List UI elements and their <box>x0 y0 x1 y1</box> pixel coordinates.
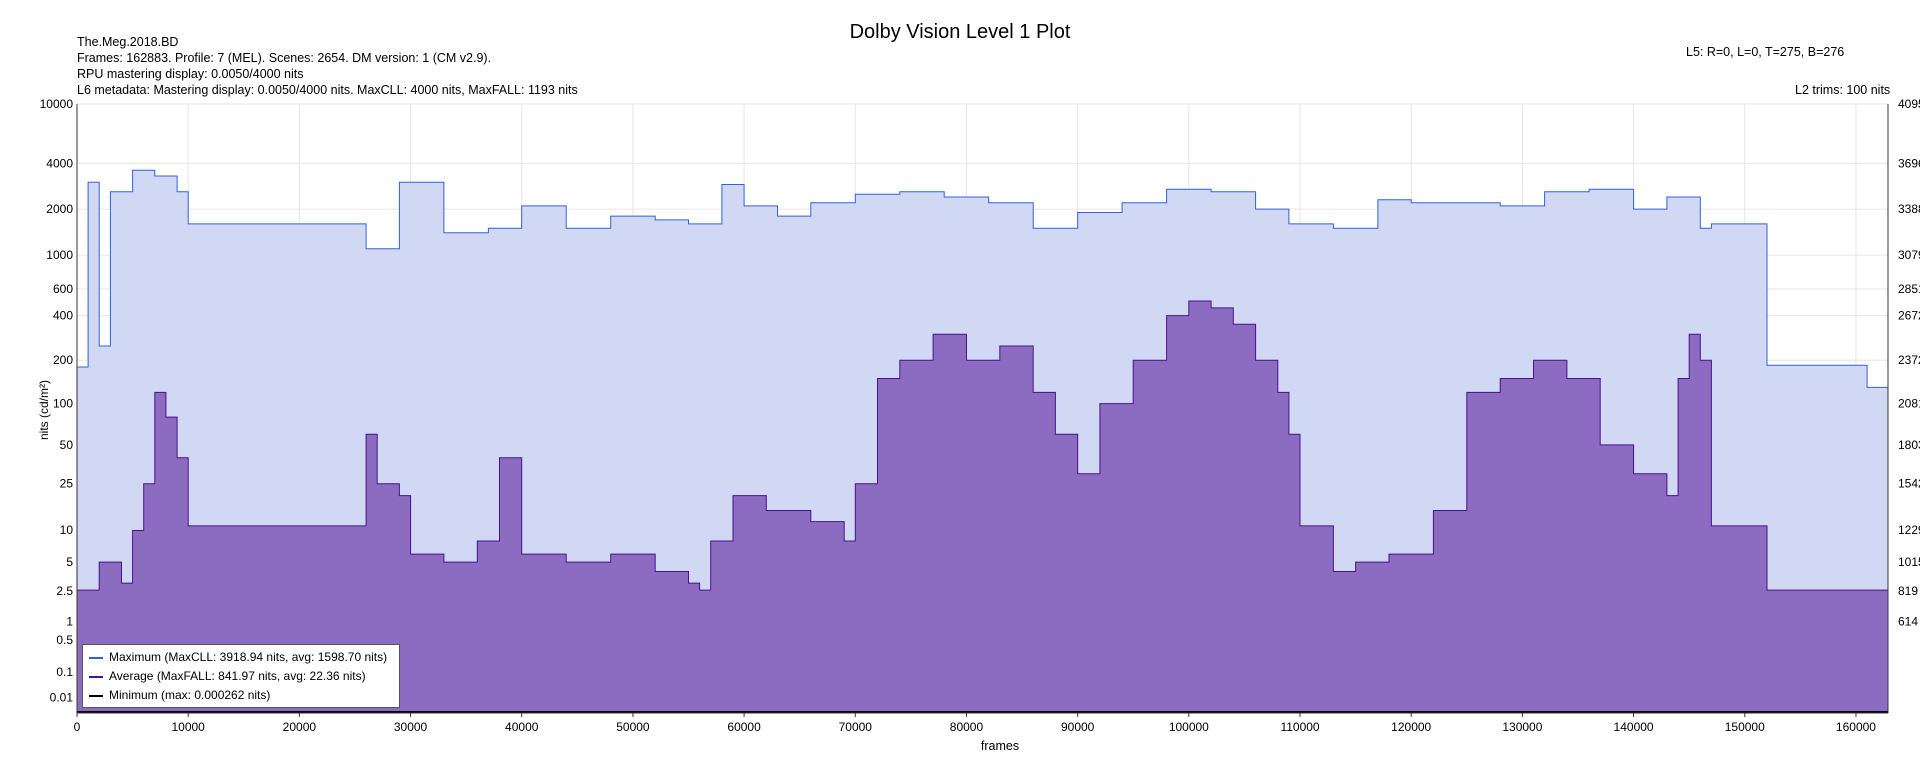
legend-label-avg: Average (MaxFALL: 841.97 nits, avg: 22.3… <box>109 669 366 683</box>
y-tick-label: 1 <box>66 615 73 629</box>
legend-item-min: Minimum (max: 0.000262 nits) <box>89 686 270 704</box>
x-tick-label: 80000 <box>950 720 984 734</box>
x-tick-label: 60000 <box>727 720 761 734</box>
series-avg-line <box>77 300 1888 591</box>
x-tick-label: 70000 <box>839 720 873 734</box>
y-tick-label: 600 <box>53 282 73 296</box>
series-layer <box>77 169 1889 714</box>
y-tick-label: 0.5 <box>56 633 73 647</box>
legend-swatch-avg <box>89 675 103 678</box>
y2-tick-label: 3079 <box>1898 248 1920 262</box>
x-tick-label: 130000 <box>1502 720 1542 734</box>
x-tick-label: 30000 <box>394 720 428 734</box>
legend-label-max: Maximum (MaxCLL: 3918.94 nits, avg: 1598… <box>109 650 388 664</box>
series-avg-area <box>77 301 1888 713</box>
legend-item-avg: Average (MaxFALL: 841.97 nits, avg: 22.3… <box>89 667 366 685</box>
y-tick-label: 5 <box>66 555 73 569</box>
x-tick-label: 20000 <box>283 720 317 734</box>
header-line-2: Frames: 162883. Profile: 7 (MEL). Scenes… <box>77 51 492 65</box>
y2-tick-label: 3696 <box>1898 156 1920 170</box>
y-tick-label: 25 <box>60 477 74 491</box>
y-tick-label: 2.5 <box>56 584 73 598</box>
legend-label-min: Minimum (max: 0.000262 nits) <box>109 688 271 702</box>
y2-tick-label: 1229 <box>1898 523 1920 537</box>
x-tick-label: 0 <box>74 720 81 734</box>
header-line-1: The.Meg.2018.BD <box>77 35 179 49</box>
y-tick-label: 50 <box>60 438 74 452</box>
legend-swatch-max <box>89 656 103 659</box>
l2-trims-info: L2 trims: 100 nits <box>1795 83 1891 97</box>
legend-item-max: Maximum (MaxCLL: 3918.94 nits, avg: 1598… <box>89 648 387 666</box>
x-axis-label: frames <box>981 739 1019 753</box>
y2-tick-label: 819 <box>1898 584 1918 598</box>
axis-layer: 1000040002000100060040020010050251052.51… <box>40 97 1920 734</box>
y2-tick-label: 3388 <box>1898 202 1920 216</box>
legend: Maximum (MaxCLL: 3918.94 nits, avg: 1598… <box>82 644 400 708</box>
x-tick-label: 100000 <box>1169 720 1209 734</box>
series-max-line <box>77 169 1889 388</box>
x-tick-label: 50000 <box>616 720 650 734</box>
y2-tick-label: 614 <box>1898 615 1918 629</box>
l5-info: L5: R=0, L=0, T=275, B=276 <box>1686 45 1845 59</box>
y-tick-label: 0.01 <box>50 690 74 704</box>
chart-title: Dolby Vision Level 1 Plot <box>850 21 1071 43</box>
header-line-3: RPU mastering display: 0.0050/4000 nits <box>77 67 304 81</box>
header-line-4: L6 metadata: Mastering display: 0.0050/4… <box>77 83 578 97</box>
y-tick-label: 4000 <box>46 156 73 170</box>
y2-tick-label: 4095 <box>1898 97 1920 111</box>
x-tick-label: 120000 <box>1391 720 1431 734</box>
y-tick-label: 200 <box>53 353 73 367</box>
x-tick-label: 90000 <box>1061 720 1095 734</box>
x-tick-label: 150000 <box>1725 720 1765 734</box>
x-tick-label: 110000 <box>1280 720 1319 734</box>
y2-tick-label: 1803 <box>1898 438 1920 452</box>
y-tick-label: 2000 <box>46 202 73 216</box>
y2-tick-label: 2851 <box>1898 282 1920 296</box>
y-tick-label: 1000 <box>46 248 73 262</box>
y2-tick-label: 1542 <box>1898 477 1920 491</box>
y-tick-label: 10 <box>60 523 74 537</box>
legend-swatch-min <box>89 694 103 697</box>
y-axis-label: nits (cd/m²) <box>37 380 51 440</box>
y-tick-label: 0.1 <box>56 665 73 679</box>
y-tick-label: 400 <box>53 309 73 323</box>
x-tick-label: 10000 <box>171 720 205 734</box>
x-tick-label: 40000 <box>505 720 539 734</box>
y2-tick-label: 1015 <box>1898 555 1920 569</box>
x-tick-label: 160000 <box>1836 720 1876 734</box>
x-tick-label: 140000 <box>1614 720 1654 734</box>
y-tick-label: 10000 <box>40 97 74 111</box>
y-tick-label: 100 <box>53 397 73 411</box>
